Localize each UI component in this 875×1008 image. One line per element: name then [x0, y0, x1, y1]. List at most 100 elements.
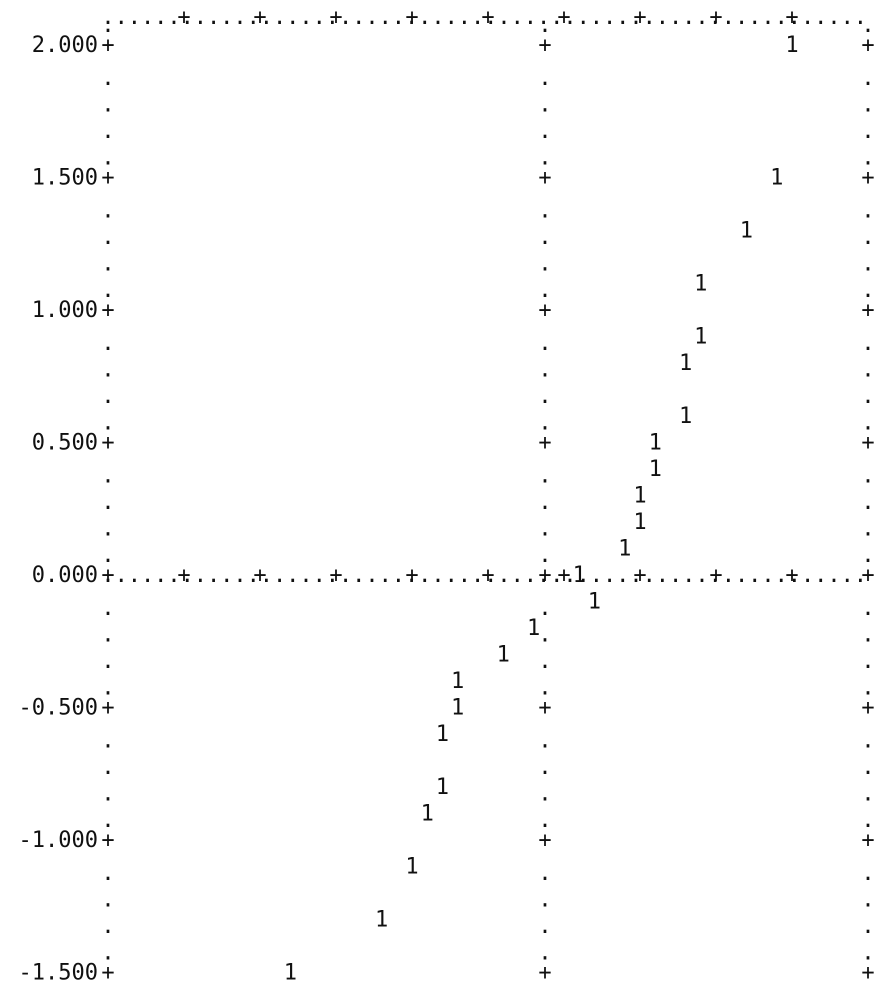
x-axis-dot: . [775, 563, 788, 588]
x-tick-mark: + [785, 563, 798, 588]
grid-dot: . [101, 411, 114, 436]
grid-dot: . [101, 278, 114, 303]
top-border-dot: . [458, 5, 471, 30]
top-border-dot: . [748, 5, 761, 30]
grid-dot: . [861, 782, 874, 807]
top-border-dot: . [511, 5, 524, 30]
x-axis-dot: . [299, 563, 312, 588]
data-point: 1 [694, 325, 707, 350]
top-border-dot: . [260, 5, 273, 30]
grid-dot: . [538, 782, 551, 807]
grid-dot: . [861, 941, 874, 966]
x-axis-dot: . [101, 563, 114, 588]
tick-mark: + [101, 431, 114, 456]
x-axis-dot: . [524, 563, 537, 588]
grid-dot: . [538, 278, 551, 303]
tick-mark: + [861, 828, 874, 853]
grid-dot: . [101, 676, 114, 701]
top-border-dot: . [379, 5, 392, 30]
x-axis-dot: . [352, 563, 365, 588]
x-axis-dot: . [537, 563, 550, 588]
data-point: 1 [694, 272, 707, 297]
data-point: 1 [679, 404, 692, 429]
tick-mark: + [861, 961, 874, 986]
top-border-dot: . [299, 5, 312, 30]
grid-dot: . [538, 676, 551, 701]
top-border-dot: . [286, 5, 299, 30]
data-point: 1 [588, 590, 601, 615]
grid-dot: . [538, 543, 551, 568]
x-axis-dot: . [220, 563, 233, 588]
x-axis-dot: . [313, 563, 326, 588]
x-tick-mark: + [481, 563, 494, 588]
grid-dot: . [101, 146, 114, 171]
grid-dot: . [861, 729, 874, 754]
x-tick-mark: + [329, 563, 342, 588]
data-point: 1 [618, 537, 631, 562]
grid-dot: . [861, 278, 874, 303]
grid-dot: . [101, 358, 114, 383]
top-border-dot: . [471, 5, 484, 30]
data-point: 1 [740, 219, 753, 244]
grid-dot: . [861, 252, 874, 277]
tick-mark: + [538, 431, 551, 456]
grid-dot: . [101, 782, 114, 807]
x-axis-dot: . [167, 563, 180, 588]
x-axis-dot: . [669, 563, 682, 588]
top-border-dot: . [128, 5, 141, 30]
tick-mark: + [538, 33, 551, 58]
top-border-dot: . [827, 5, 840, 30]
top-border-dot: . [603, 5, 616, 30]
top-border-dot: . [629, 5, 642, 30]
grid-dot: . [101, 994, 114, 1008]
grid-dot: . [101, 914, 114, 939]
grid-dot: . [861, 331, 874, 356]
grid-dot: . [101, 941, 114, 966]
grid-dot: . [861, 13, 874, 38]
x-axis-dot: . [392, 563, 405, 588]
x-axis-dot: . [247, 563, 260, 588]
grid-dot: . [861, 490, 874, 515]
grid-dot: . [861, 517, 874, 542]
grid-dot: . [861, 649, 874, 674]
tick-mark: + [101, 166, 114, 191]
top-border-dot: . [207, 5, 220, 30]
grid-dot: . [538, 914, 551, 939]
top-border-dot: . [431, 5, 444, 30]
grid-dot: . [538, 252, 551, 277]
grid-dot: . [861, 66, 874, 91]
x-axis-dot: . [233, 563, 246, 588]
x-tick-mark: + [633, 563, 646, 588]
x-tick-mark: + [253, 563, 266, 588]
y-tick-label: -1.500 [19, 961, 98, 986]
grid-dot: . [861, 861, 874, 886]
top-border-dot: . [326, 5, 339, 30]
data-point: 1 [633, 484, 646, 509]
grid-dot: . [861, 411, 874, 436]
top-border-dot: . [233, 5, 246, 30]
x-axis-dot: . [563, 563, 576, 588]
x-axis-dot: . [339, 563, 352, 588]
grid-dot: . [538, 649, 551, 674]
x-tick-mark: + [633, 5, 646, 30]
grid-dot: . [101, 543, 114, 568]
tick-mark: + [538, 563, 551, 588]
x-axis-dot: . [326, 563, 339, 588]
tick-mark: + [538, 828, 551, 853]
x-axis-dot: . [643, 563, 656, 588]
data-point: 1 [785, 33, 798, 58]
grid-dot: . [861, 888, 874, 913]
tick-mark: + [101, 696, 114, 721]
grid-dot: . [101, 119, 114, 144]
x-axis-dot: . [128, 563, 141, 588]
tick-mark: + [538, 696, 551, 721]
tick-mark: + [101, 563, 114, 588]
x-axis-dot: . [405, 563, 418, 588]
x-axis-dot: . [735, 563, 748, 588]
x-tick-mark: + [177, 5, 190, 30]
top-border-dot: . [550, 5, 563, 30]
top-border-dot: . [405, 5, 418, 30]
y-tick-label: 1.000 [32, 298, 98, 323]
data-point: 1 [649, 457, 662, 482]
